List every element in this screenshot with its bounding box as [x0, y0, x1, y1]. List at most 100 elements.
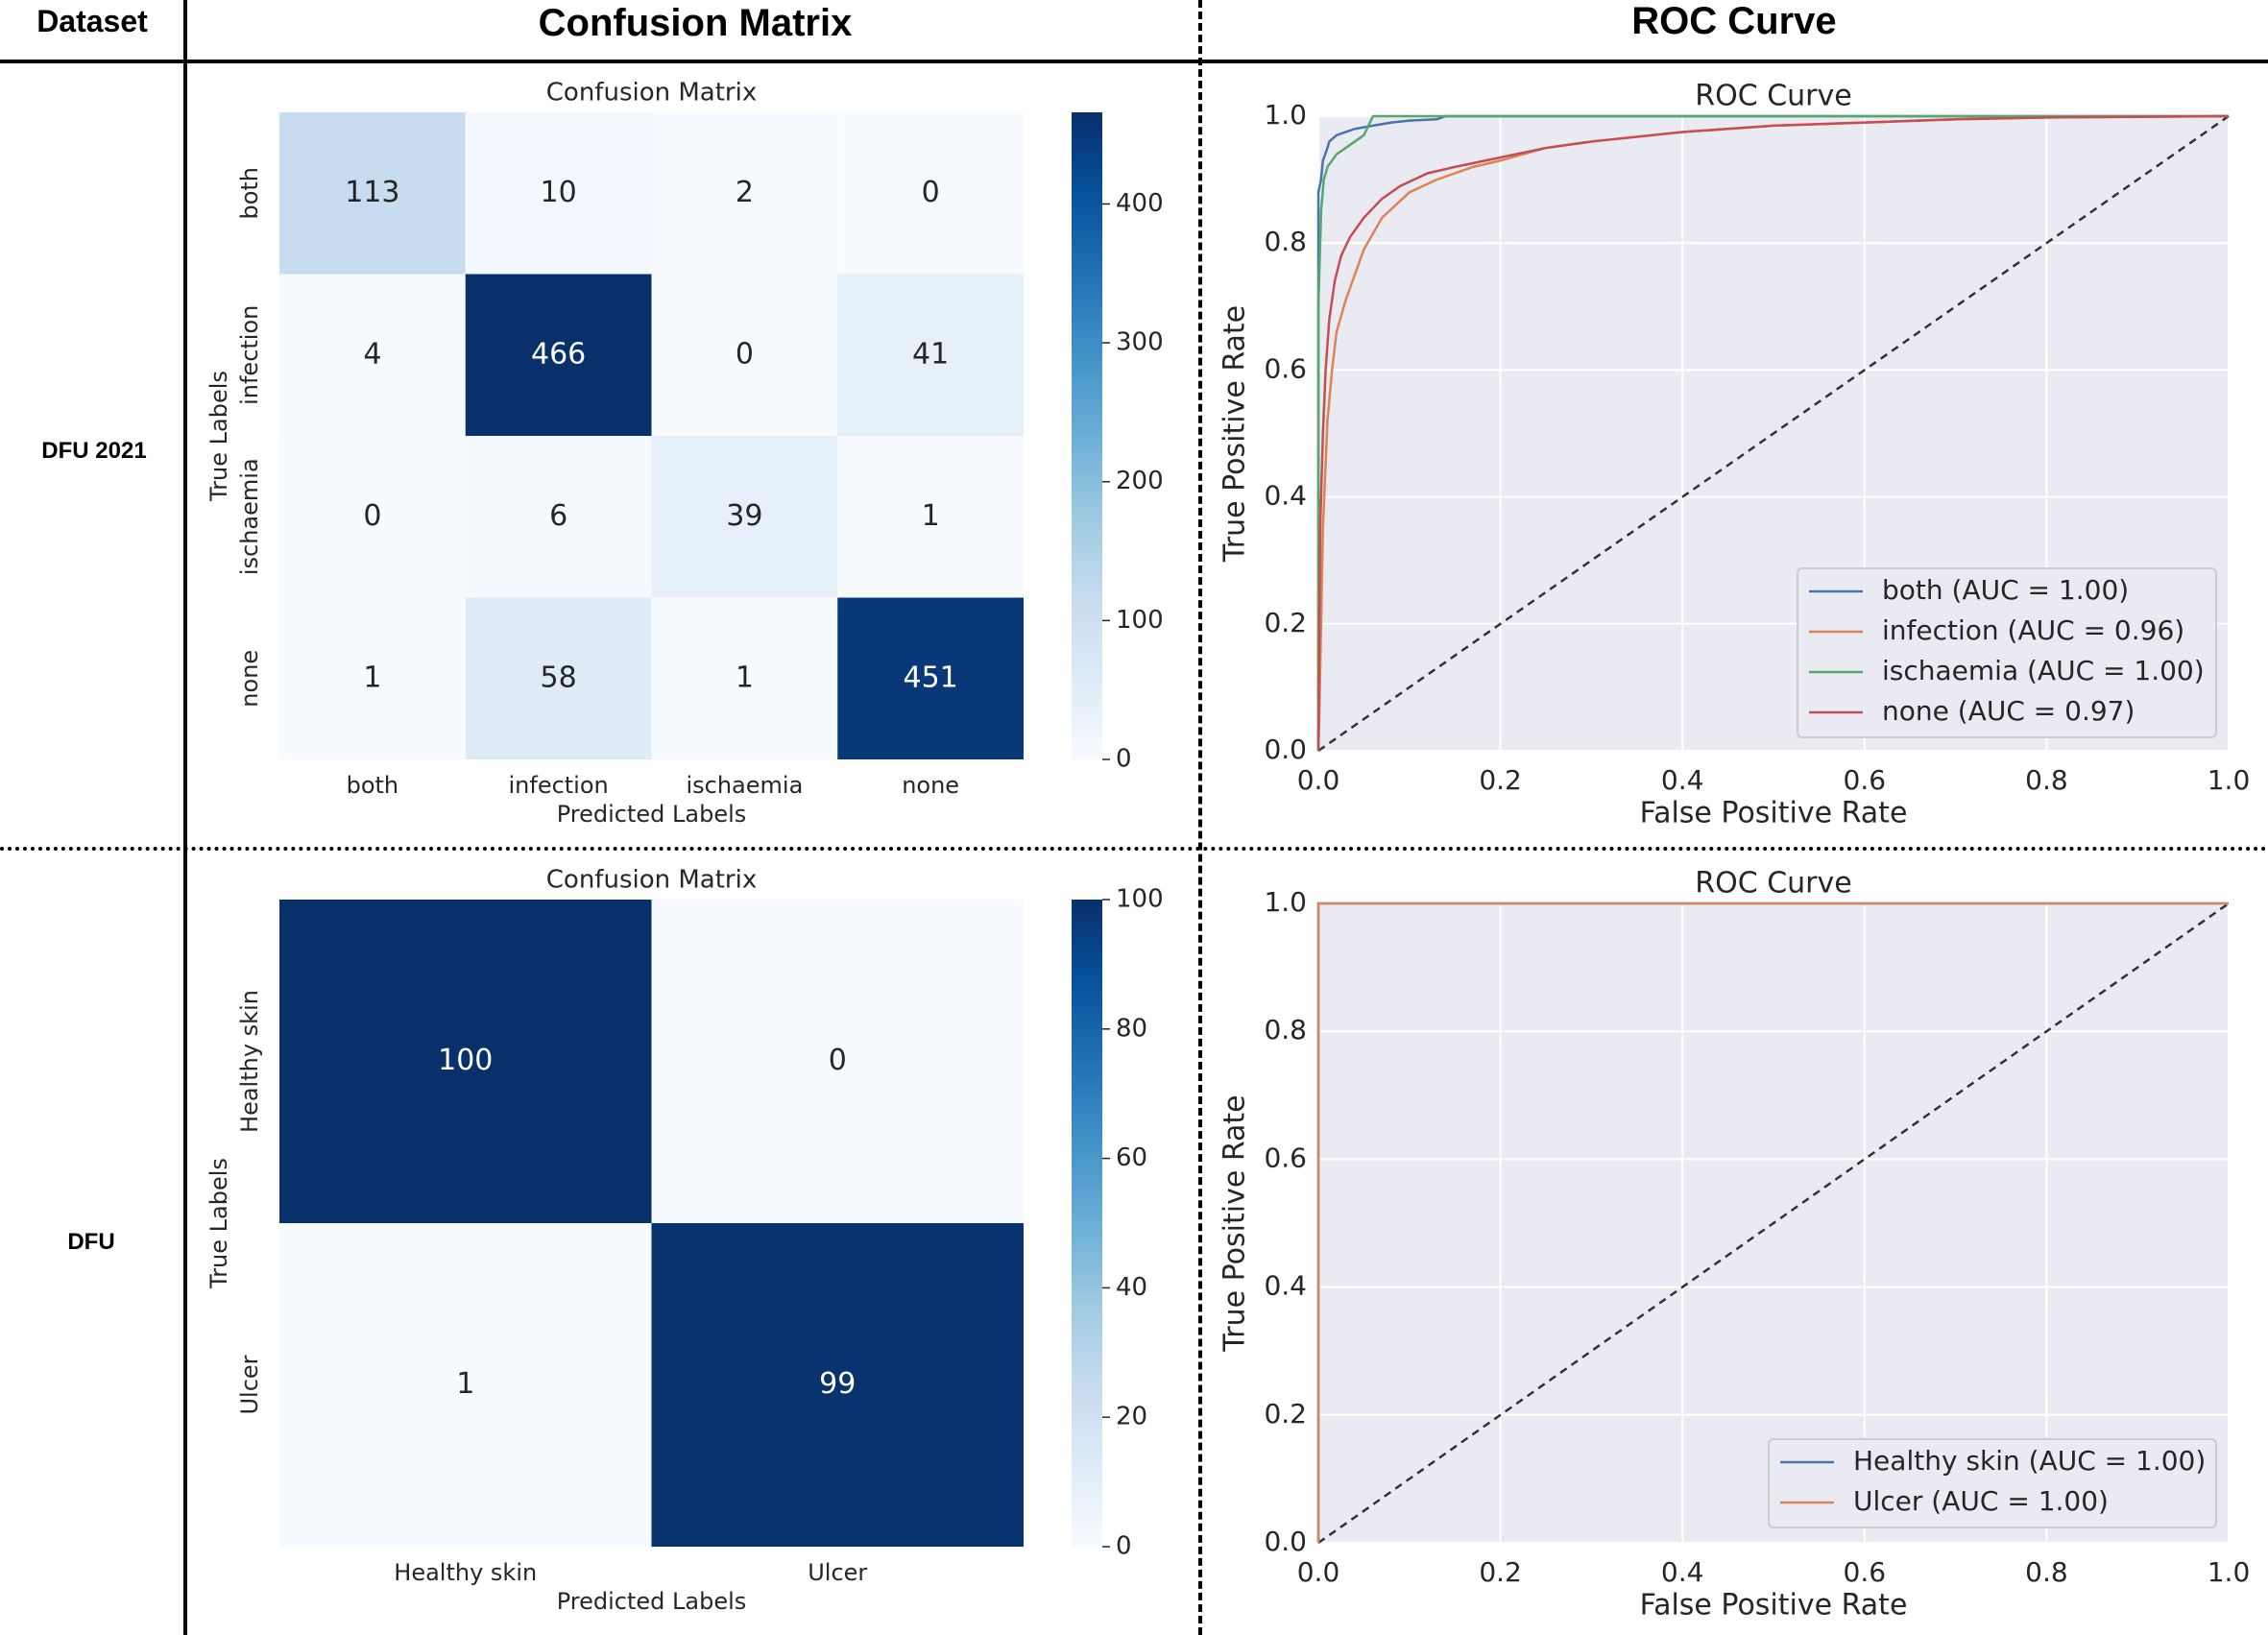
heatmap-cell: [279, 1223, 652, 1547]
colorbar-tick-label: 100: [1116, 606, 1164, 635]
x-tick-label: 1.0: [2208, 1556, 2251, 1588]
heatmap-cell: [465, 274, 652, 436]
x-axis-label: False Positive Rate: [1640, 797, 1908, 830]
y-tick-label: 0.2: [1264, 1398, 1307, 1430]
x-tick-label: 0.0: [1297, 764, 1340, 796]
roc-title: ROC Curve: [1695, 80, 1851, 113]
row-divider: [0, 847, 2268, 851]
heatmap-cell: [651, 1223, 1024, 1547]
y-tick-label: 0.4: [1264, 480, 1307, 512]
heatmap-cell-value: 0: [829, 1044, 847, 1077]
heatmap-cell-value: 4: [363, 337, 381, 371]
y-tick-label: 0.0: [1264, 733, 1307, 765]
y-tick-label: 0.6: [1264, 352, 1307, 384]
row-label-dfu: DFU: [67, 1229, 115, 1255]
x-axis-label: Predicted Labels: [557, 1588, 747, 1615]
colorbar-tick-label: 0: [1116, 1532, 1132, 1561]
heatmap-cell: [651, 436, 838, 598]
heatmap-cell-value: 10: [541, 176, 577, 209]
roc-chart: 0.00.0 0.2 0.2 0.4 0.4 0.6 0.6 0.8 0.8 1.0 1.0 ROC …: [1218, 867, 2251, 1623]
heatmap-cell: [651, 112, 838, 275]
legend-label: Healthy skin (AUC = 1.00): [1853, 1445, 2206, 1477]
y-tick-label: 1.0: [1264, 886, 1307, 918]
heatmap-cell-value: 1: [363, 661, 381, 694]
x-tick-label: 0.2: [1479, 764, 1522, 796]
chart-column-divider: [1198, 0, 1202, 1635]
colorbar-tick-label: 400: [1116, 189, 1164, 218]
y-tick-label: 0.6: [1264, 1142, 1307, 1173]
roc-series-line: [1316, 114, 2229, 751]
legend-label: ischaemia (AUC = 1.00): [1882, 655, 2205, 686]
heatmap-cell: [651, 900, 1024, 1223]
heatmap-cell-value: 1: [922, 499, 940, 533]
heatmap-title: Confusion Matrix: [546, 866, 757, 895]
y-tick-label: 0.0: [1264, 1526, 1307, 1557]
y-tick-label: both: [236, 167, 263, 220]
x-tick-label: none: [902, 772, 959, 799]
heatmap-cell: [465, 436, 652, 598]
header-confusion-matrix: Confusion Matrix: [538, 2, 853, 44]
heatmap-cell-value: 100: [438, 1044, 493, 1077]
x-tick-label: ischaemia: [686, 772, 803, 799]
legend-box: [1768, 1438, 2217, 1528]
heatmap-cell: [837, 436, 1024, 598]
x-tick-label: 1.0: [2208, 764, 2251, 796]
y-tick-label: 1.0: [1264, 99, 1307, 131]
x-axis-label: False Positive Rate: [1640, 1589, 1908, 1623]
heatmap-cell: [651, 597, 838, 759]
y-tick-label: Ulcer: [236, 1355, 263, 1414]
heatmap-cell-value: 113: [345, 176, 399, 209]
y-tick-label: none: [236, 650, 263, 708]
y-tick-label: ischaemia: [236, 458, 263, 575]
y-tick-label: 0.8: [1264, 226, 1307, 257]
y-axis-label: True Labels: [205, 1158, 232, 1289]
colorbar-tick-label: 100: [1116, 885, 1164, 914]
legend-label: infection (AUC = 0.96): [1882, 614, 2184, 646]
heatmap-cell-value: 0: [736, 337, 754, 371]
x-tick-label: both: [347, 772, 399, 799]
x-tick-label: infection: [508, 772, 608, 799]
heatmap-cell-value: 466: [531, 337, 586, 371]
roc-chart: 0.00.0 0.2 0.2 0.4 0.4 0.6 0.6 0.8 0.8 1.0 1.0 ROC …: [1218, 80, 2251, 830]
colorbar-tick-label: 200: [1116, 467, 1164, 495]
legend: Healthy skin (AUC = 1.00) Ulcer (AUC = 1.…: [1768, 1438, 2217, 1528]
heatmap-cell-value: 58: [541, 661, 577, 694]
roc-series-line: [1316, 114, 2229, 751]
colorbar-tick-label: 60: [1116, 1143, 1147, 1172]
legend-label: Ulcer (AUC = 1.00): [1853, 1485, 2109, 1517]
x-tick-label: 0.4: [1661, 764, 1704, 796]
colorbar-tick-label: 0: [1116, 745, 1132, 774]
header-dataset: Dataset: [36, 4, 148, 38]
heatmap-cell-value: 99: [819, 1367, 856, 1401]
heatmap-cell: [651, 274, 838, 436]
legend-label: none (AUC = 0.97): [1882, 695, 2135, 727]
heatmap-cell-value: 0: [922, 176, 940, 209]
colorbar: [1072, 900, 1102, 1547]
chance-diagonal-line: [1317, 902, 2230, 1545]
confusion-matrix-chart: Confusion Matrix 113 10 2 0 4 466 0 41 0 6 39 1 1 58 1 4…: [205, 79, 1164, 829]
y-tick-label: Healthy skin: [236, 990, 263, 1133]
heatmap-cell: [465, 112, 652, 275]
legend: both (AUC = 1.00) infection (AUC = 0.96) i…: [1797, 567, 2217, 738]
confusion-matrix-chart: Confusion Matrix 100 0 1 99 Healthy skin Healt…: [205, 866, 1164, 1616]
heatmap-cell: [465, 597, 652, 759]
legend-box: [1797, 567, 2217, 738]
y-tick-label: 0.2: [1264, 607, 1307, 638]
x-axis-label: Predicted Labels: [557, 801, 747, 828]
x-tick-label: 0.6: [1844, 764, 1887, 796]
heatmap-cell-value: 6: [549, 499, 567, 533]
colorbar-tick-label: 80: [1116, 1014, 1147, 1043]
y-tick-label: 0.4: [1264, 1270, 1307, 1302]
heatmap-cell: [279, 436, 466, 598]
colorbar: [1072, 112, 1102, 759]
colorbar-tick-label: 300: [1116, 328, 1164, 357]
row-label-dfu-2021: DFU 2021: [41, 438, 147, 464]
x-tick-label: Healthy skin: [394, 1559, 537, 1586]
y-axis-label: True Positive Rate: [1218, 305, 1252, 563]
heatmap-cell-value: 1: [736, 661, 754, 694]
y-axis-label: True Positive Rate: [1218, 1094, 1252, 1352]
heatmap-cell: [279, 112, 466, 275]
header-roc-curve: ROC Curve: [1631, 0, 1837, 42]
